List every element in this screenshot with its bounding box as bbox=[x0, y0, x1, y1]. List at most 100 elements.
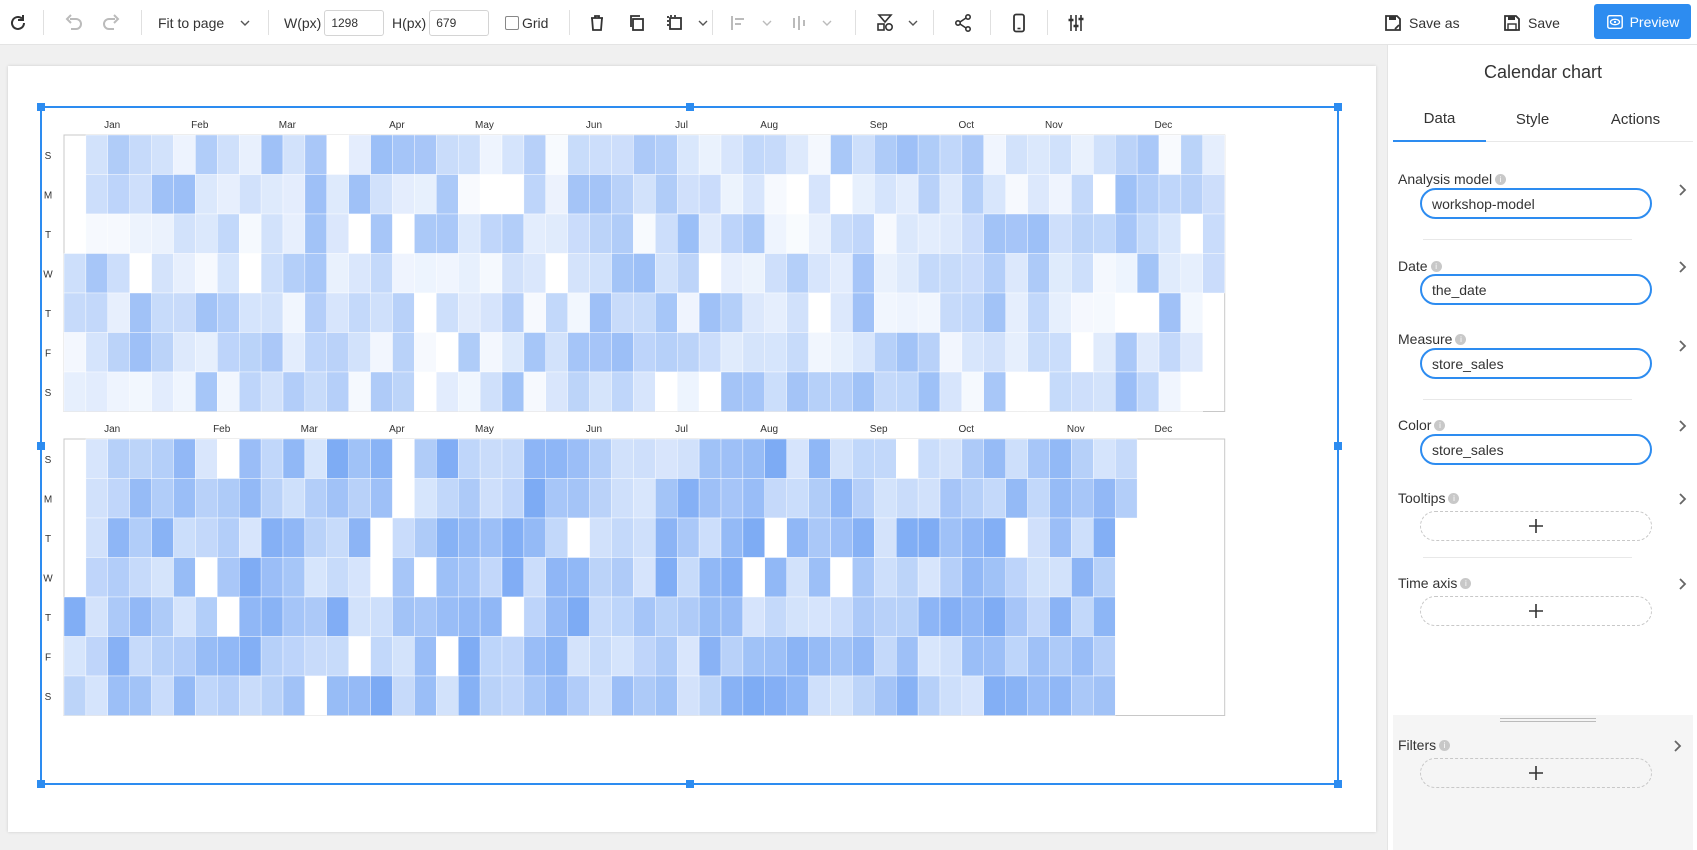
checkbox-box bbox=[505, 15, 519, 30]
day-label: M bbox=[44, 190, 52, 201]
color-input[interactable]: store_sales bbox=[1420, 434, 1652, 465]
copy-button[interactable] bbox=[624, 0, 650, 45]
day-label: T bbox=[45, 230, 51, 241]
sliders-icon bbox=[1063, 10, 1089, 36]
measure-input[interactable]: store_sales bbox=[1420, 348, 1652, 379]
refresh-icon bbox=[5, 10, 31, 36]
resize-handle-top[interactable] bbox=[686, 103, 694, 111]
toolbar: Fit to page W(px) H(px) Grid bbox=[0, 0, 1697, 45]
add-tooltip-button[interactable] bbox=[1420, 511, 1652, 541]
save-button[interactable]: Save bbox=[1502, 0, 1560, 45]
resize-handle-top-right[interactable] bbox=[1334, 103, 1342, 111]
tab-data[interactable]: Data bbox=[1393, 97, 1486, 142]
refresh-button[interactable] bbox=[5, 0, 31, 45]
tab-actions[interactable]: Actions bbox=[1610, 111, 1661, 128]
undo-icon bbox=[60, 10, 86, 36]
height-label: H(px) bbox=[392, 14, 427, 31]
copy-icon bbox=[624, 10, 650, 36]
redo-icon bbox=[99, 10, 125, 36]
panel-title: Calendar chart bbox=[1483, 62, 1603, 82]
redo-button[interactable] bbox=[99, 0, 125, 45]
chevron-right-icon[interactable] bbox=[1678, 419, 1688, 433]
preview-button[interactable]: Preview bbox=[1594, 4, 1691, 39]
field-tooltips: Tooltips i bbox=[1398, 490, 1688, 550]
date-input[interactable]: the_date bbox=[1420, 274, 1652, 305]
add-filter-button[interactable] bbox=[1420, 758, 1652, 788]
save-as-button[interactable]: Save as bbox=[1383, 0, 1460, 45]
chevron-right-icon[interactable] bbox=[1678, 492, 1688, 506]
month-label: Jun bbox=[586, 120, 602, 131]
shapes-button[interactable] bbox=[872, 0, 918, 45]
add-time-axis-button[interactable] bbox=[1420, 596, 1652, 626]
eye-icon bbox=[1606, 14, 1623, 29]
month-label: Apr bbox=[389, 120, 405, 131]
settings-button[interactable] bbox=[1063, 0, 1089, 45]
info-icon: i bbox=[1448, 492, 1460, 504]
zoom-select[interactable]: Fit to page bbox=[158, 0, 250, 45]
month-label: Sep bbox=[870, 120, 888, 131]
resize-handle-right[interactable] bbox=[1334, 442, 1342, 450]
month-label: Jan bbox=[104, 424, 120, 435]
save-as-icon bbox=[1385, 14, 1401, 31]
panel-tabs: Data Style Actions bbox=[1393, 97, 1693, 142]
month-label: May bbox=[475, 120, 494, 131]
save-label: Save bbox=[1528, 14, 1560, 31]
info-icon: i bbox=[1430, 260, 1442, 272]
info-icon: i bbox=[1439, 739, 1451, 751]
save-as-label: Save as bbox=[1409, 14, 1460, 31]
chevron-right-icon[interactable] bbox=[1678, 577, 1688, 591]
plus-icon bbox=[1529, 519, 1543, 533]
chevron-right-icon[interactable] bbox=[1673, 739, 1683, 753]
month-label: Feb bbox=[191, 120, 209, 131]
chevron-right-icon[interactable] bbox=[1678, 183, 1688, 197]
arrange-button[interactable] bbox=[662, 0, 708, 45]
day-label: F bbox=[45, 652, 51, 663]
day-label: M bbox=[44, 494, 52, 505]
align-vertical-button[interactable] bbox=[786, 0, 832, 45]
month-label: Jul bbox=[675, 120, 688, 131]
align-left-icon bbox=[726, 10, 752, 36]
mobile-view-button[interactable] bbox=[1006, 0, 1032, 45]
month-label: Apr bbox=[389, 424, 405, 435]
day-label: T bbox=[45, 613, 51, 624]
share-icon bbox=[950, 10, 976, 36]
day-label: S bbox=[45, 455, 52, 466]
month-label: Dec bbox=[1154, 424, 1172, 435]
align-horizontal-button[interactable] bbox=[726, 0, 772, 45]
grid-checkbox[interactable]: Grid bbox=[505, 0, 548, 45]
width-input[interactable] bbox=[324, 9, 385, 36]
undo-button[interactable] bbox=[60, 0, 86, 45]
resize-handle-bottom-right[interactable] bbox=[1334, 780, 1342, 788]
month-label: Jan bbox=[104, 120, 120, 131]
share-button[interactable] bbox=[950, 0, 976, 45]
month-label: Feb bbox=[213, 424, 231, 435]
analysis-model-input[interactable]: workshop-model bbox=[1420, 188, 1652, 219]
resize-handle-bottom-left[interactable] bbox=[37, 780, 45, 788]
resize-handle-left[interactable] bbox=[37, 442, 45, 450]
trash-icon bbox=[584, 10, 610, 36]
chevron-down-icon bbox=[762, 20, 772, 26]
field-analysis-model: Analysis model i workshop-model bbox=[1398, 171, 1688, 231]
delete-button[interactable] bbox=[584, 0, 610, 45]
chevron-right-icon[interactable] bbox=[1678, 260, 1688, 274]
day-label: T bbox=[45, 534, 51, 545]
month-label: Jul bbox=[675, 424, 688, 435]
resize-handle-bottom[interactable] bbox=[686, 780, 694, 788]
resize-handle-top-left[interactable] bbox=[37, 103, 45, 111]
month-label: Aug bbox=[760, 424, 778, 435]
width-label: W(px) bbox=[284, 14, 322, 31]
filters-section: Filters i bbox=[1393, 715, 1693, 850]
info-icon: i bbox=[1495, 173, 1507, 185]
chevron-down-icon bbox=[908, 20, 918, 26]
calendar-chart[interactable]: S M T W T F S Jan Feb Mar Apr May Jun Jul Aug Sep Oct Nov… bbox=[40, 106, 1339, 785]
save-icon bbox=[1504, 14, 1520, 31]
resize-grip[interactable] bbox=[1500, 718, 1596, 722]
grid-label: Grid bbox=[522, 14, 549, 31]
chevron-right-icon[interactable] bbox=[1678, 339, 1688, 353]
field-label: Analysis model bbox=[1398, 171, 1493, 187]
day-label: S bbox=[45, 388, 52, 399]
tab-style[interactable]: Style bbox=[1515, 111, 1550, 128]
field-filters: Filters i bbox=[1398, 737, 1683, 797]
height-input[interactable] bbox=[429, 9, 490, 36]
preview-label: Preview bbox=[1629, 13, 1680, 30]
